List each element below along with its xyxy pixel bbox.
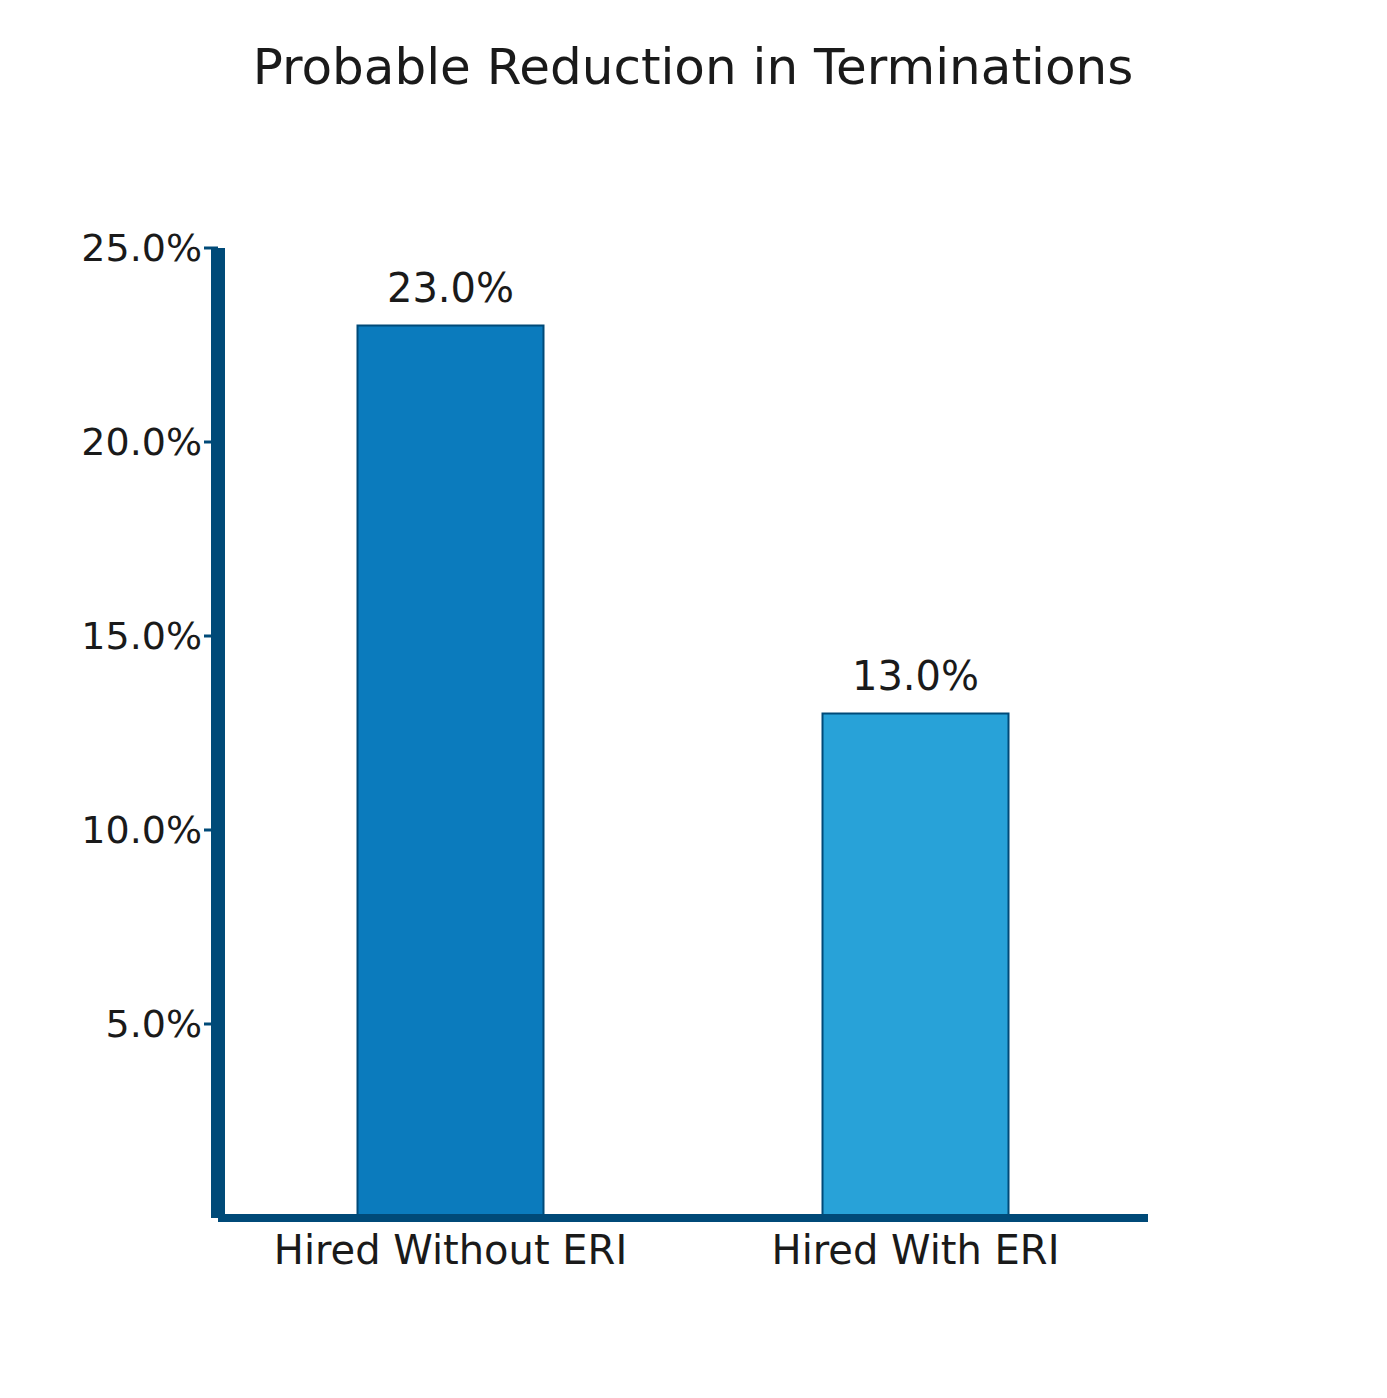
svg-text:20.0%: 20.0%: [81, 420, 202, 464]
svg-text:5.0%: 5.0%: [105, 1002, 202, 1046]
svg-text:13.0%: 13.0%: [852, 653, 979, 699]
svg-text:Hired With ERI: Hired With ERI: [772, 1227, 1060, 1273]
svg-text:10.0%: 10.0%: [81, 808, 202, 852]
svg-text:25.0%: 25.0%: [81, 226, 202, 270]
svg-text:15.0%: 15.0%: [81, 614, 202, 658]
svg-text:Hired Without ERI: Hired Without ERI: [274, 1227, 627, 1273]
svg-text:23.0%: 23.0%: [387, 265, 514, 311]
html-text:Probable Reduction in Terminat: Probable Reduction in Terminations: [252, 38, 1134, 96]
